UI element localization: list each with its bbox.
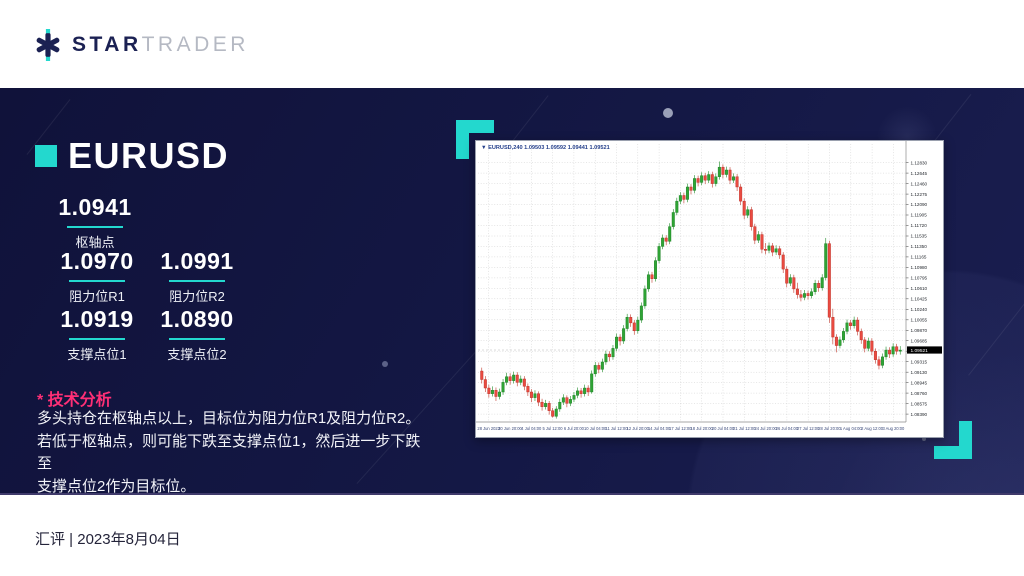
svg-text:1.10980: 1.10980 (911, 265, 928, 270)
pivot-value: 1.0941 (58, 194, 132, 220)
svg-text:28 Jun 2023: 28 Jun 2023 (477, 426, 500, 431)
pivot-block: 1.0941 枢轴点 (39, 194, 151, 251)
cyan-underline (69, 338, 125, 340)
logo-word-star: STAR (72, 33, 142, 56)
resistance2-label: 阻力位R2 (169, 289, 225, 304)
svg-text:1.11720: 1.11720 (911, 223, 928, 228)
svg-text:6 Jul 20:00: 6 Jul 20:00 (564, 426, 585, 431)
svg-text:14 Jul 04:00: 14 Jul 04:00 (648, 426, 671, 431)
cyan-underline (169, 280, 225, 282)
svg-text:28 Jul 20:00: 28 Jul 20:00 (818, 426, 841, 431)
svg-text:5 Jul 12:00: 5 Jul 12:00 (542, 426, 563, 431)
svg-text:1.12090: 1.12090 (911, 202, 928, 207)
technical-analysis-body: 多头持仓在枢轴点以上，目标位为阻力位R1及阻力位R2。 若低于枢轴点，则可能下跌… (37, 408, 429, 498)
svg-text:1.12460: 1.12460 (911, 181, 928, 186)
diagonal-line-decoration (968, 280, 1024, 376)
analysis-line: 若低于枢轴点，则可能下跌至支撑点位1，然后进一步下跌至 (37, 432, 421, 473)
svg-text:18 Jul 20:00: 18 Jul 20:00 (691, 426, 714, 431)
resistance2-block: 1.0991 阻力位R2 (141, 248, 253, 305)
svg-text:2 Aug 12:00: 2 Aug 12:00 (861, 426, 884, 431)
svg-text:1.10240: 1.10240 (911, 307, 928, 312)
svg-text:1.11905: 1.11905 (911, 213, 928, 218)
svg-text:1.09130: 1.09130 (911, 370, 928, 375)
footer: 汇评 | 2023年8月04日 (0, 495, 1024, 576)
technical-analysis-heading: * 技术分析 (37, 392, 112, 409)
svg-text:20 Jul 04:00: 20 Jul 04:00 (712, 426, 735, 431)
svg-text:1.10425: 1.10425 (911, 297, 928, 302)
symbol-title: EURUSD (68, 135, 230, 176)
svg-text:1.09521: 1.09521 (911, 348, 929, 354)
resistance1-label: 阻力位R1 (69, 289, 125, 304)
support1-block: 1.0919 支撑点位1 (41, 306, 153, 363)
svg-text:1 Aug 04:00: 1 Aug 04:00 (840, 426, 863, 431)
header: STARTRADER (0, 0, 1024, 88)
svg-text:1.10610: 1.10610 (911, 286, 928, 291)
svg-text:21 Jul 12:00: 21 Jul 12:00 (733, 426, 756, 431)
svg-text:1.12645: 1.12645 (911, 171, 928, 176)
cyan-underline (69, 280, 125, 282)
analysis-line: 多头持仓在枢轴点以上，目标位为阻力位R1及阻力位R2。 (37, 410, 421, 427)
svg-text:1.11165: 1.11165 (911, 255, 927, 260)
support2-label: 支撑点位2 (167, 347, 227, 362)
dot-decoration (663, 108, 673, 118)
main-panel: EURUSD 1.0941 枢轴点 1.0970 阻力位R1 1.0991 阻力… (0, 88, 1024, 495)
candlestick-chart: 28 Jun 2023 30 Jun 20:00 4 Jul 04:00 5 Jul … (475, 140, 944, 438)
svg-text:10 Jul 04:00: 10 Jul 04:00 (584, 426, 607, 431)
cyan-underline (169, 338, 225, 340)
footer-date-text: 汇评 | 2023年8月04日 (35, 531, 181, 548)
dot-decoration (922, 437, 926, 441)
analysis-line: 支撑点位2作为目标位。 (37, 477, 196, 495)
svg-text:1.09315: 1.09315 (911, 359, 928, 364)
support2-value: 1.0890 (160, 306, 234, 332)
svg-text:1.08575: 1.08575 (911, 401, 928, 406)
symbol-heading: EURUSD (35, 135, 229, 177)
svg-text:30 Jun 20:00: 30 Jun 20:00 (498, 426, 522, 431)
svg-text:1.10795: 1.10795 (911, 276, 928, 281)
svg-text:1.08945: 1.08945 (911, 380, 928, 385)
svg-text:▼ EURUSD,240 1.09503 1.09592 1: ▼ EURUSD,240 1.09503 1.09592 1.09441 1.0… (481, 145, 610, 151)
svg-text:1.08390: 1.08390 (911, 412, 928, 417)
logo-wordmark: STARTRADER (72, 33, 249, 57)
svg-text:1.09685: 1.09685 (911, 338, 928, 343)
svg-text:17 Jul 12:00: 17 Jul 12:00 (669, 426, 692, 431)
svg-text:1.11350: 1.11350 (911, 244, 928, 249)
corner-bracket-top-left (456, 120, 494, 159)
logo: STARTRADER (33, 29, 249, 61)
svg-text:24 Jul 20:00: 24 Jul 20:00 (754, 426, 777, 431)
svg-text:1.12830: 1.12830 (911, 160, 928, 165)
svg-text:12 Jul 20:00: 12 Jul 20:00 (627, 426, 650, 431)
cyan-underline (67, 226, 123, 228)
svg-text:1.08760: 1.08760 (911, 391, 928, 396)
svg-text:1.12275: 1.12275 (911, 192, 928, 197)
pivot-label: 枢轴点 (75, 235, 115, 250)
support1-value: 1.0919 (60, 306, 134, 332)
svg-text:1.10055: 1.10055 (911, 318, 928, 323)
star-logo-icon (33, 29, 63, 61)
svg-text:3 Aug 20:00: 3 Aug 20:00 (882, 426, 905, 431)
teal-square-icon (35, 145, 57, 167)
svg-text:1.09870: 1.09870 (911, 328, 928, 333)
resistance1-value: 1.0970 (60, 248, 134, 274)
dot-decoration (382, 361, 388, 367)
svg-text:4 Jul 04:00: 4 Jul 04:00 (521, 426, 542, 431)
support1-label: 支撑点位1 (67, 347, 127, 362)
logo-word-trader: TRADER (141, 33, 249, 56)
svg-text:27 Jul 12:00: 27 Jul 12:00 (797, 426, 820, 431)
diagonal-line-decoration (933, 94, 972, 142)
resistance2-value: 1.0991 (160, 248, 234, 274)
svg-text:1.11535: 1.11535 (911, 234, 928, 239)
svg-text:11 Jul 12:00: 11 Jul 12:00 (605, 426, 628, 431)
support2-block: 1.0890 支撑点位2 (141, 306, 253, 363)
corner-bracket-bottom-right (934, 421, 972, 459)
svg-text:26 Jul 04:00: 26 Jul 04:00 (776, 426, 799, 431)
resistance1-block: 1.0970 阻力位R1 (41, 248, 153, 305)
